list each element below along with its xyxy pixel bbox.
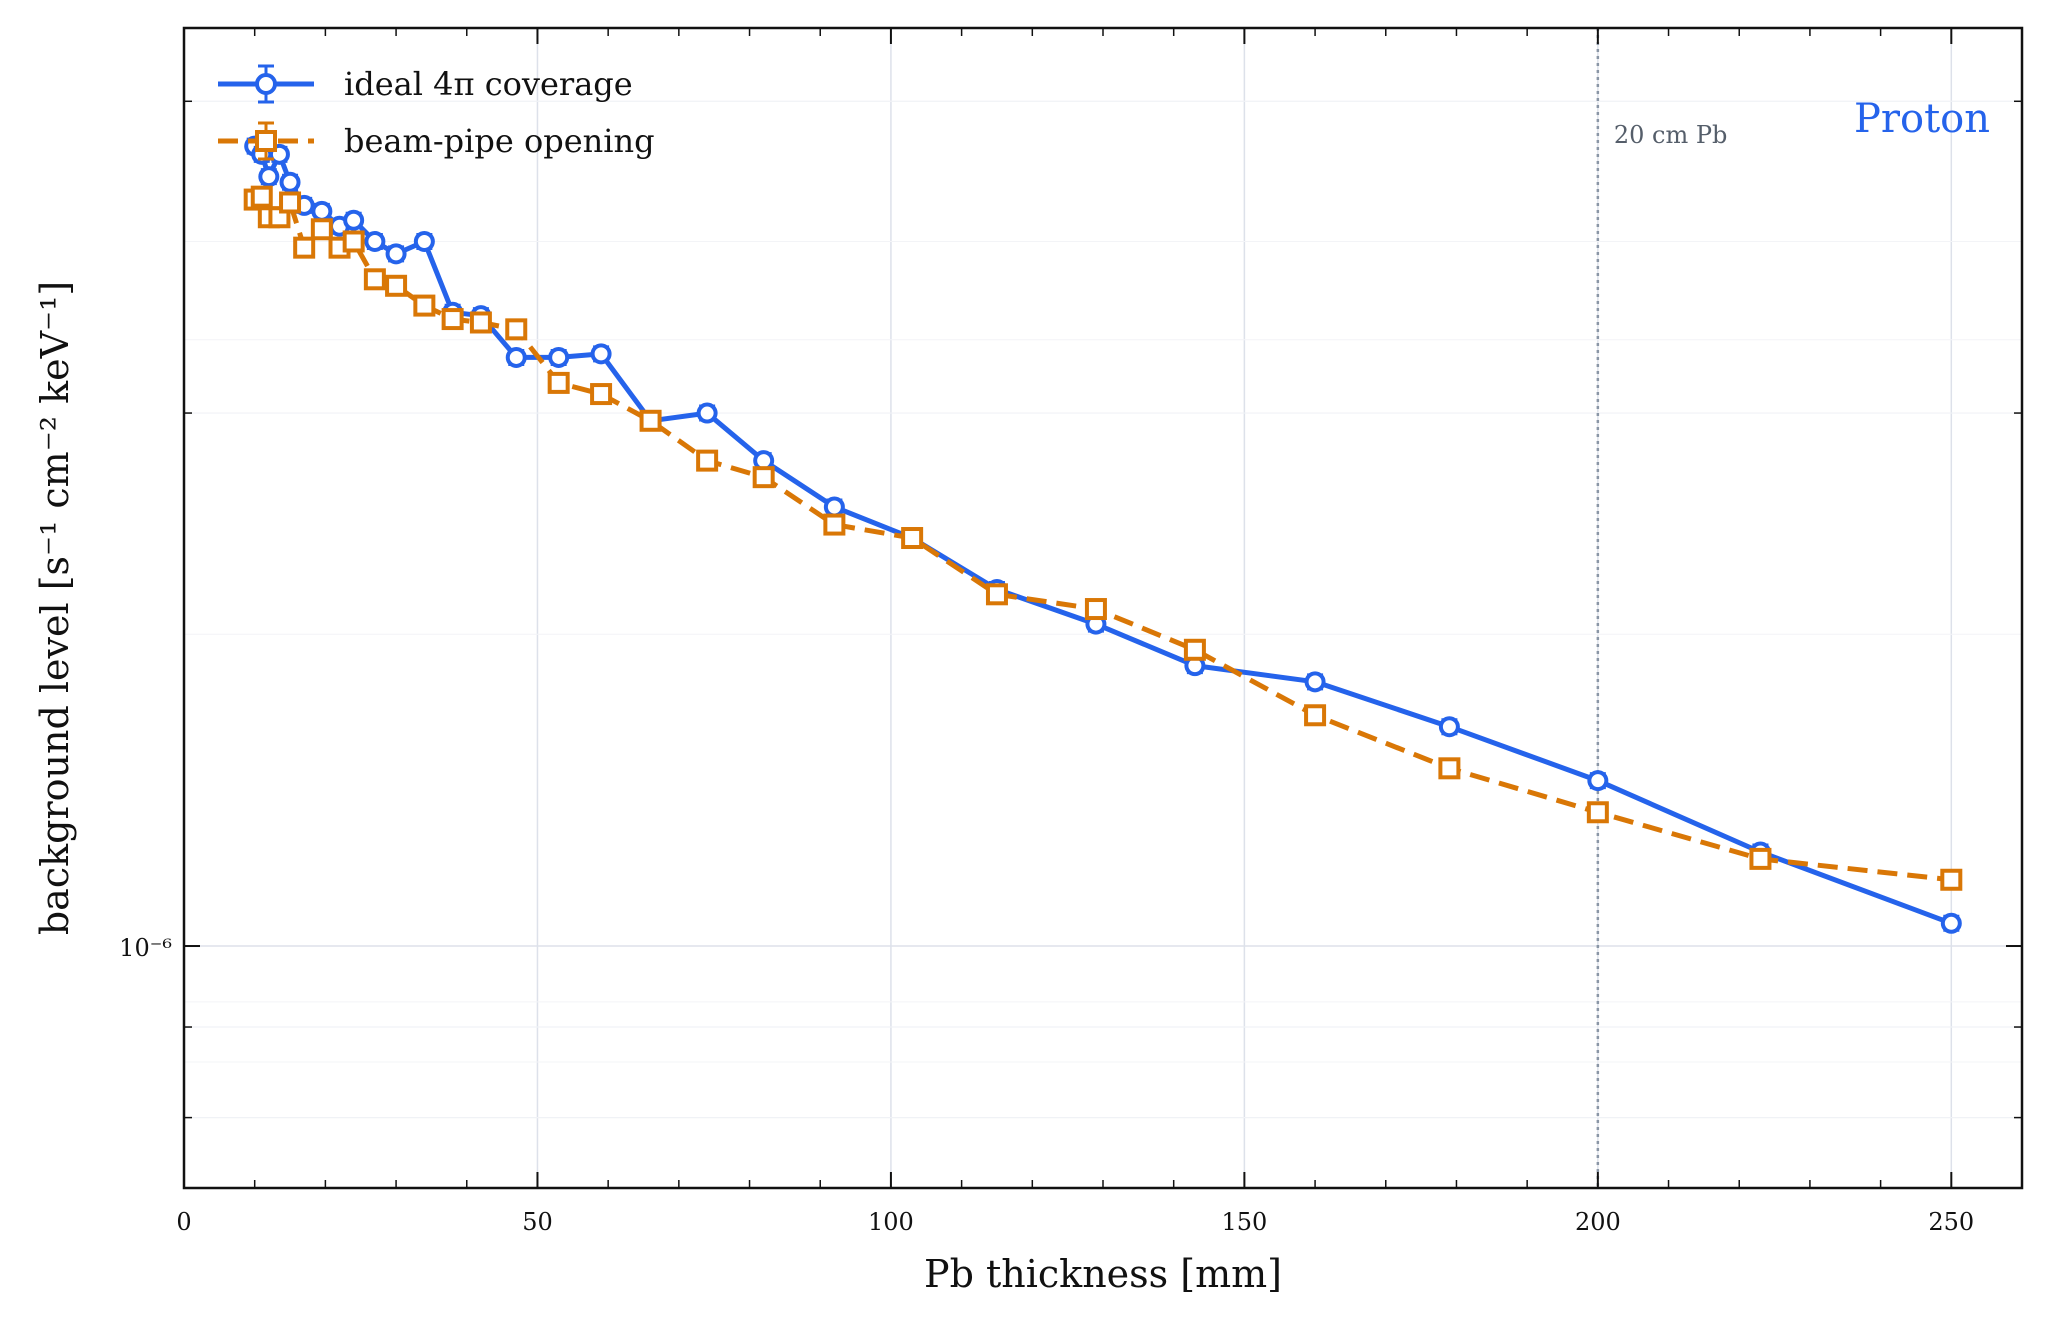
data-point bbox=[590, 383, 613, 406]
series-line bbox=[252, 144, 1953, 926]
data-point bbox=[1438, 757, 1461, 780]
data-point bbox=[364, 230, 386, 252]
data-point bbox=[413, 230, 435, 252]
data-point bbox=[548, 346, 570, 368]
data-point bbox=[363, 268, 386, 291]
x-tick-label: 0 bbox=[176, 1208, 191, 1236]
data-point bbox=[639, 409, 662, 432]
data-point bbox=[823, 496, 845, 518]
x-tick-label: 200 bbox=[1575, 1208, 1621, 1236]
data-point bbox=[1940, 912, 1962, 934]
data-point bbox=[696, 402, 718, 424]
data-point bbox=[1304, 671, 1326, 693]
legend: ideal 4π coverage beam-pipe opening bbox=[218, 64, 655, 161]
legend-label-beam-pipe: beam-pipe opening bbox=[344, 122, 655, 160]
corner-label: Proton bbox=[1854, 96, 1990, 142]
x-axis-title: Pb thickness [mm] bbox=[924, 1252, 1282, 1296]
series-layer bbox=[243, 135, 1963, 934]
data-point bbox=[258, 166, 280, 188]
data-point bbox=[1084, 598, 1107, 621]
legend-glyph-ideal bbox=[218, 64, 314, 104]
data-point bbox=[547, 371, 570, 394]
data-point bbox=[1183, 638, 1206, 661]
data-point bbox=[279, 191, 302, 214]
legend-marker bbox=[255, 73, 277, 95]
x-tick-label: 100 bbox=[868, 1208, 914, 1236]
x-tick-label: 250 bbox=[1928, 1208, 1974, 1236]
data-point bbox=[310, 218, 333, 241]
legend-marker bbox=[255, 130, 277, 152]
data-point bbox=[590, 343, 612, 365]
data-point bbox=[901, 527, 924, 550]
data-point bbox=[1749, 847, 1772, 870]
data-point bbox=[505, 346, 527, 368]
data-point bbox=[1586, 801, 1609, 824]
data-point bbox=[505, 318, 528, 341]
y-axis-title: background level [s⁻¹ cm⁻² keV⁻¹] bbox=[33, 281, 77, 935]
legend-label-ideal: ideal 4π coverage bbox=[344, 65, 633, 103]
data-point bbox=[293, 236, 316, 259]
data-point bbox=[752, 466, 775, 489]
data-point bbox=[1438, 716, 1460, 738]
data-point bbox=[469, 311, 492, 334]
x-tick-label: 50 bbox=[522, 1208, 553, 1236]
data-point bbox=[342, 230, 365, 253]
tick-layer bbox=[183, 28, 2023, 1188]
data-point bbox=[823, 513, 846, 536]
legend-item-beam-pipe: beam-pipe opening bbox=[218, 121, 655, 161]
label-layer: 0 50 100 150 200 250 10⁻⁶ bbox=[119, 934, 1974, 1236]
grid-layer bbox=[184, 28, 2022, 1188]
data-point bbox=[385, 243, 407, 265]
data-point bbox=[385, 274, 408, 297]
data-point bbox=[279, 171, 301, 193]
legend-item-ideal: ideal 4π coverage bbox=[218, 64, 633, 104]
data-point bbox=[413, 294, 436, 317]
vline-label: 20 cm Pb bbox=[1614, 121, 1728, 149]
data-point bbox=[250, 185, 273, 208]
series-line bbox=[253, 194, 1952, 883]
data-point bbox=[696, 449, 719, 472]
legend-glyph-beam-pipe bbox=[218, 121, 314, 161]
y-tick-label: 10⁻⁶ bbox=[119, 934, 172, 962]
data-point bbox=[1587, 770, 1609, 792]
data-point bbox=[311, 200, 333, 222]
series-beam-pipe bbox=[243, 185, 1963, 891]
data-point bbox=[985, 583, 1008, 606]
data-point bbox=[441, 308, 464, 331]
data-point bbox=[1940, 868, 1963, 891]
x-tick-label: 150 bbox=[1221, 1208, 1267, 1236]
series-ideal bbox=[244, 135, 1962, 934]
data-point bbox=[343, 209, 365, 231]
data-point bbox=[1304, 704, 1327, 727]
